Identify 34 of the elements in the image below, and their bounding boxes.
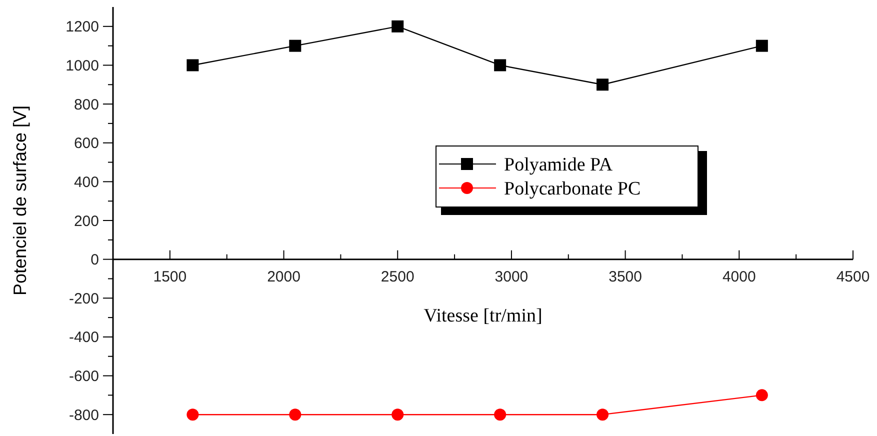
point: [494, 408, 506, 421]
point: [392, 20, 404, 32]
point: [186, 59, 199, 72]
point: [756, 40, 768, 52]
y-tick-label: 200: [74, 212, 99, 230]
x-tick-label: 3500: [608, 268, 642, 286]
y-tick-label: 0: [90, 252, 99, 269]
y-tick-label: 800: [74, 96, 99, 114]
point: [494, 59, 506, 72]
x-tick-label: 2000: [267, 268, 300, 286]
y-axis-title: Potenciel de surface [V]: [10, 105, 30, 296]
point: [289, 408, 302, 421]
legend-label: Polycarbonate PC: [504, 178, 641, 200]
y-tick-label: -200: [68, 290, 99, 308]
y-tick-label: 600: [74, 135, 99, 152]
y-tick-label: 400: [74, 174, 99, 191]
y-tick-label: 1200: [66, 18, 99, 36]
x-tick-label: 1500: [153, 268, 187, 286]
point: [756, 389, 768, 402]
x-tick-label: 4000: [722, 268, 756, 286]
point: [289, 40, 302, 52]
y-tick-label: -400: [68, 329, 99, 346]
y-tick-label: -600: [68, 368, 99, 386]
x-tick-label: 2500: [380, 268, 414, 286]
y-tick-label: -800: [68, 406, 99, 424]
point: [596, 78, 609, 91]
point: [186, 408, 199, 421]
x-tick-label: 3000: [494, 268, 528, 286]
legend-label: Polyamide PA: [504, 154, 613, 176]
x-axis-title: Vitesse [tr/min]: [424, 305, 542, 326]
x-tick-label: 4500: [836, 268, 870, 286]
y-tick-label: 1000: [66, 57, 99, 74]
point: [392, 408, 404, 421]
point: [596, 408, 609, 421]
